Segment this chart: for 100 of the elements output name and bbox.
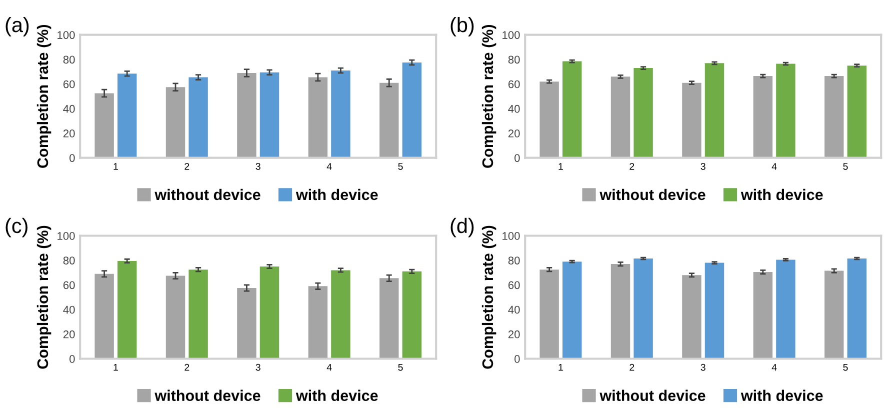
x-tick-label: 2 bbox=[184, 364, 190, 371]
y-tick-label: 60 bbox=[508, 281, 520, 290]
x-tick-label: 3 bbox=[256, 162, 260, 170]
bar bbox=[331, 270, 350, 359]
chart-title: (b) bbox=[450, 16, 474, 36]
legend-label: without device bbox=[154, 188, 260, 200]
bar bbox=[776, 64, 796, 158]
bar bbox=[610, 76, 630, 158]
x-tick-label: 4 bbox=[326, 163, 332, 170]
bar bbox=[562, 61, 582, 158]
chart-title: (d) bbox=[450, 218, 474, 238]
y-tick-label: 40 bbox=[63, 306, 75, 314]
y-tick-label: 80 bbox=[508, 256, 520, 264]
y-tick-label: 100 bbox=[58, 232, 75, 240]
x-tick-label: 4 bbox=[772, 163, 777, 170]
bar bbox=[188, 270, 208, 359]
y-tick-label: 0 bbox=[514, 355, 520, 363]
bar bbox=[847, 66, 867, 158]
bar bbox=[117, 74, 137, 158]
y-tick-label: 20 bbox=[508, 130, 520, 138]
bar bbox=[308, 286, 328, 359]
x-tick-label: 5 bbox=[843, 163, 848, 170]
y-tick-label: 40 bbox=[508, 306, 520, 314]
bar bbox=[331, 70, 350, 158]
y-tick-label: 40 bbox=[63, 104, 75, 113]
bar bbox=[704, 63, 724, 158]
bar bbox=[776, 260, 796, 359]
bar bbox=[94, 274, 114, 359]
x-tick-label: 1 bbox=[558, 163, 563, 170]
bar bbox=[188, 77, 208, 158]
x-tick-label: 2 bbox=[630, 162, 634, 170]
bar bbox=[824, 76, 844, 158]
y-tick-label: 100 bbox=[58, 31, 75, 39]
bar bbox=[847, 258, 867, 359]
legend-label: without device bbox=[154, 390, 260, 402]
bar bbox=[682, 275, 702, 359]
bar bbox=[610, 264, 630, 359]
y-tick-label: 40 bbox=[508, 104, 520, 113]
x-tick-label: 1 bbox=[114, 364, 118, 371]
y-axis-title: Completion rate (%) bbox=[36, 24, 52, 168]
x-tick-label: 3 bbox=[256, 364, 260, 371]
bar bbox=[704, 262, 724, 359]
y-tick-label: 20 bbox=[63, 330, 75, 338]
y-tick-label: 20 bbox=[63, 130, 75, 138]
x-tick-label: 1 bbox=[114, 163, 118, 170]
legend-label: with device bbox=[296, 390, 378, 402]
x-tick-label: 2 bbox=[184, 162, 190, 170]
bar bbox=[237, 288, 256, 359]
y-tick-label: 80 bbox=[63, 56, 75, 64]
bar bbox=[117, 260, 137, 359]
chart-title: (a) bbox=[6, 16, 29, 36]
y-tick-label: 0 bbox=[69, 355, 75, 363]
legend-label: without device bbox=[600, 188, 706, 200]
bar bbox=[753, 76, 773, 158]
x-tick-label: 3 bbox=[700, 162, 706, 170]
y-tick-label: 80 bbox=[63, 256, 75, 264]
x-tick-label: 4 bbox=[772, 364, 777, 371]
bar bbox=[166, 276, 186, 359]
bar bbox=[634, 68, 653, 158]
bar bbox=[824, 270, 844, 359]
bar bbox=[540, 82, 559, 158]
x-tick-label: 5 bbox=[398, 163, 403, 170]
x-tick-label: 5 bbox=[398, 364, 403, 371]
y-tick-label: 60 bbox=[63, 281, 75, 290]
bar bbox=[402, 62, 422, 158]
bar bbox=[237, 72, 256, 158]
x-tick-label: 2 bbox=[630, 364, 634, 371]
bar bbox=[562, 262, 582, 359]
y-tick-label: 100 bbox=[502, 31, 520, 39]
bar bbox=[94, 93, 114, 158]
y-axis-title: Completion rate (%) bbox=[482, 226, 496, 369]
y-axis-title: Completion rate (%) bbox=[482, 24, 496, 168]
y-tick-label: 60 bbox=[508, 80, 520, 88]
legend-label: without device bbox=[600, 390, 706, 402]
y-tick-label: 60 bbox=[63, 80, 75, 88]
legend-label: with device bbox=[740, 390, 823, 402]
chart-title: (c) bbox=[6, 218, 28, 238]
legend-label: with device bbox=[740, 188, 823, 200]
x-tick-label: 5 bbox=[843, 364, 848, 371]
bar bbox=[634, 258, 653, 359]
x-tick-label: 1 bbox=[558, 364, 563, 371]
x-tick-label: 4 bbox=[326, 364, 332, 371]
y-tick-label: 100 bbox=[502, 232, 520, 240]
bar bbox=[379, 82, 399, 158]
x-tick-label: 3 bbox=[700, 364, 706, 371]
bar bbox=[260, 266, 280, 359]
bar bbox=[402, 271, 422, 359]
y-tick-label: 80 bbox=[508, 56, 520, 64]
legend-label: with device bbox=[296, 188, 378, 200]
bar bbox=[753, 272, 773, 359]
y-tick-label: 20 bbox=[508, 330, 520, 338]
bar bbox=[166, 87, 186, 158]
y-axis-title: Completion rate (%) bbox=[36, 226, 52, 369]
bar bbox=[379, 278, 399, 359]
y-tick-label: 0 bbox=[514, 154, 520, 162]
bar bbox=[682, 82, 702, 158]
bar bbox=[260, 72, 280, 158]
bar bbox=[308, 77, 328, 158]
y-tick-label: 0 bbox=[69, 154, 75, 162]
bar bbox=[540, 270, 559, 359]
